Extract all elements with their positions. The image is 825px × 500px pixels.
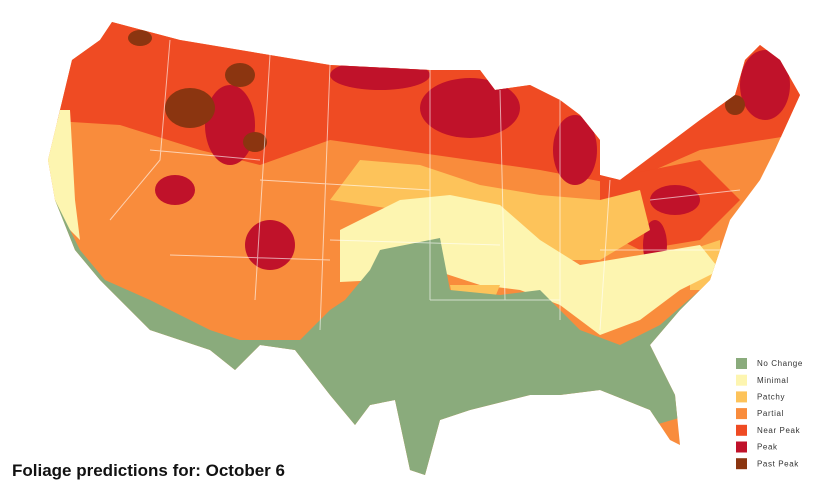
legend-swatch — [736, 441, 747, 453]
region — [243, 132, 267, 152]
legend-swatch — [736, 408, 747, 420]
legend-label: Patchy — [757, 393, 785, 402]
legend-swatch — [736, 391, 747, 403]
region — [225, 63, 255, 87]
region — [740, 50, 790, 120]
legend-swatch — [736, 358, 747, 369]
region — [340, 195, 720, 335]
legend-label: Minimal — [757, 376, 789, 385]
legend-label: Near Peak — [757, 426, 801, 435]
state-lines — [109, 39, 741, 331]
region — [420, 78, 520, 138]
legend-swatch — [736, 374, 747, 386]
region — [155, 175, 195, 205]
region — [553, 115, 597, 185]
region — [128, 30, 152, 46]
legend: No Change Minimal Patchy Partial Near Peak Pe… — [736, 358, 803, 470]
region — [650, 185, 700, 215]
legend-label: Partial — [757, 409, 784, 418]
legend-swatch — [736, 458, 747, 470]
legend-swatch — [736, 424, 747, 436]
region — [245, 220, 295, 270]
region — [330, 60, 430, 90]
legend-label: No Change — [757, 359, 803, 368]
region — [165, 88, 215, 128]
region — [725, 95, 745, 115]
caption: Foliage predictions for: October 6 — [12, 461, 285, 480]
region — [205, 85, 255, 165]
legend-label: Peak — [757, 443, 778, 452]
legend-label: Past Peak — [757, 459, 799, 468]
region — [48, 110, 80, 240]
